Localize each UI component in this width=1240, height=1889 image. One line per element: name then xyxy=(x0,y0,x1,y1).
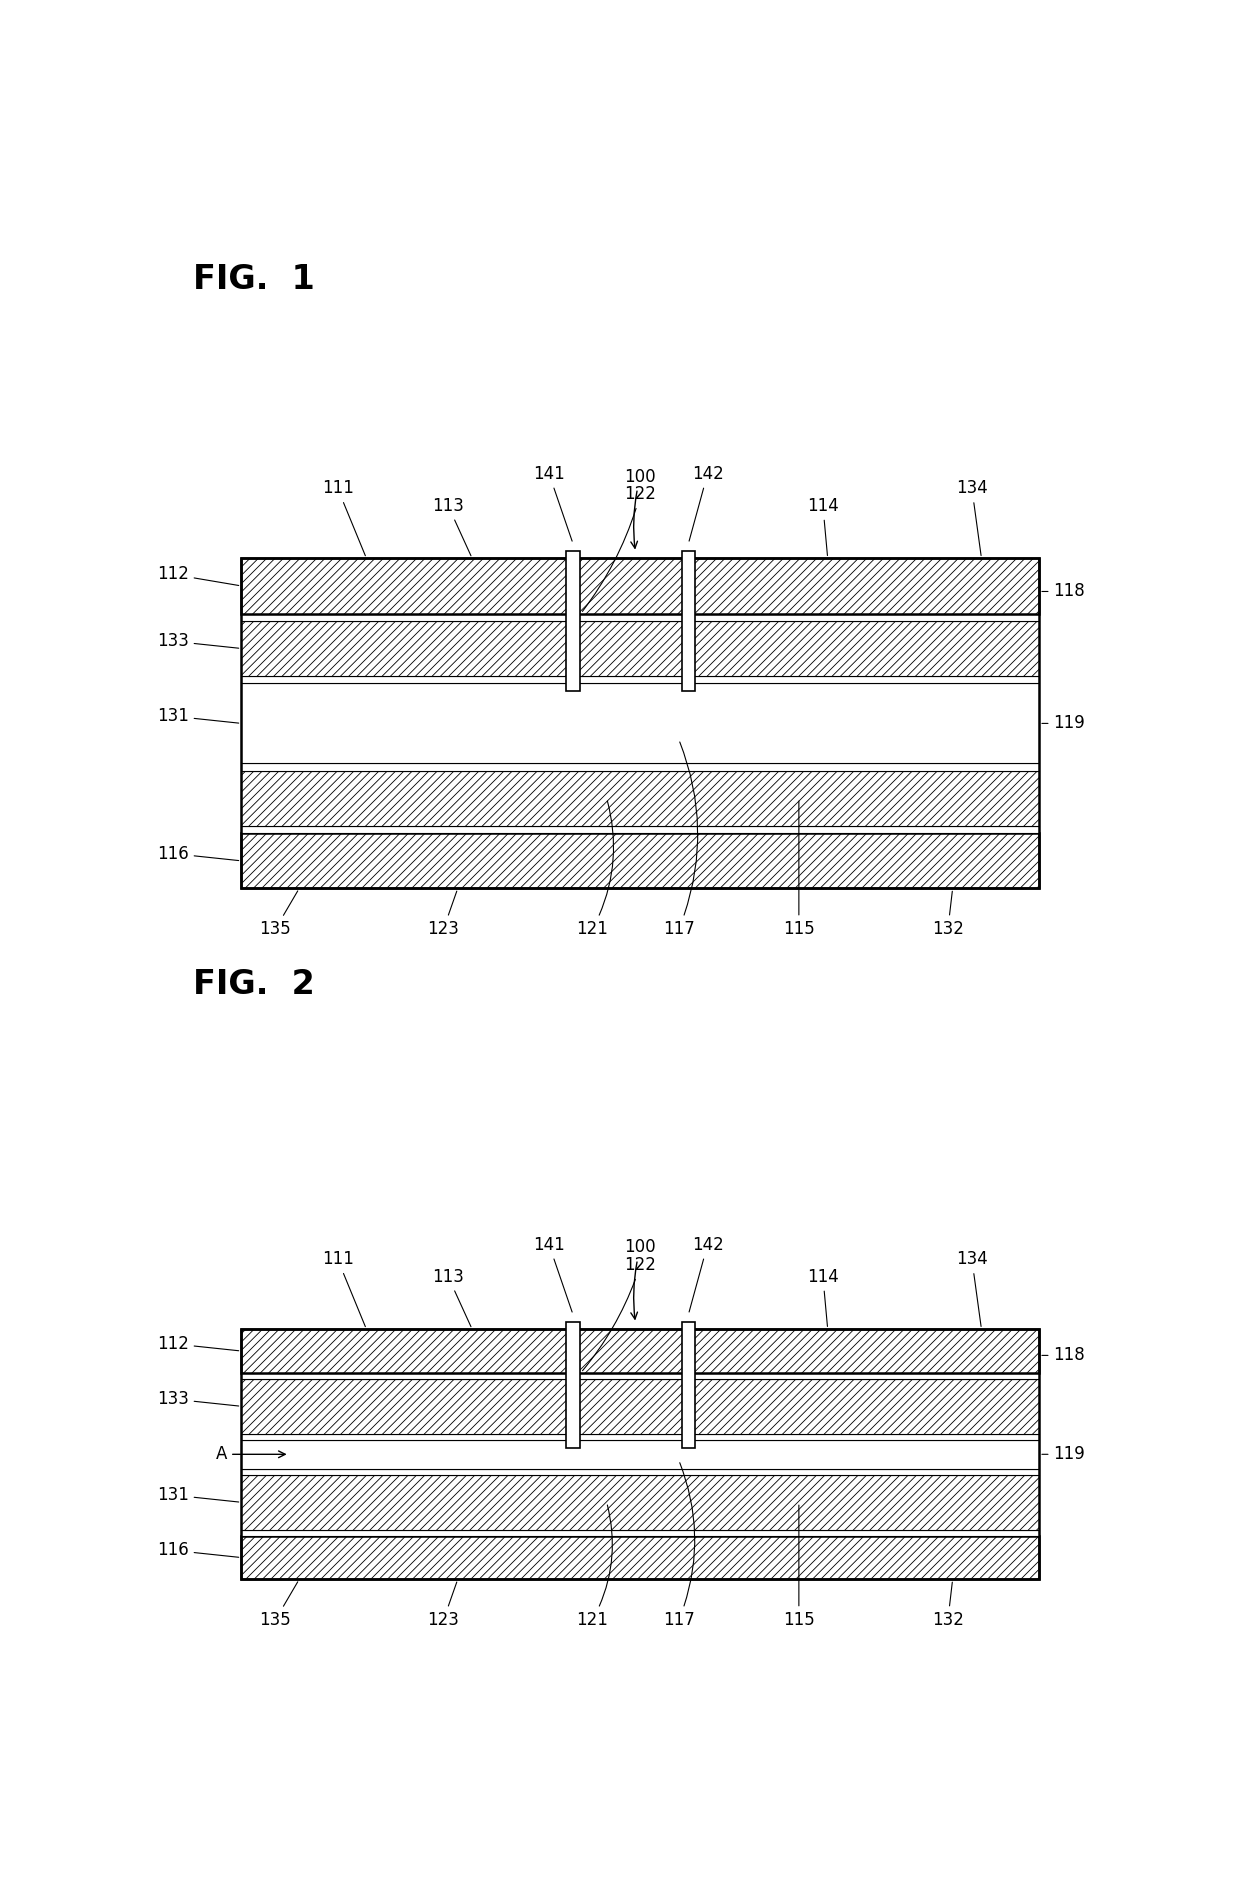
Text: 114: 114 xyxy=(807,497,838,555)
Bar xyxy=(242,621,1039,676)
Bar xyxy=(567,1322,580,1449)
Text: 133: 133 xyxy=(156,633,239,650)
Bar xyxy=(242,1373,1039,1379)
Text: 113: 113 xyxy=(433,497,471,555)
Text: 135: 135 xyxy=(259,892,298,939)
Bar xyxy=(242,1330,1039,1373)
Text: 115: 115 xyxy=(782,801,815,939)
Bar xyxy=(242,1530,1039,1536)
Text: 141: 141 xyxy=(533,1235,572,1313)
Bar xyxy=(242,614,1039,621)
Text: 132: 132 xyxy=(932,892,963,939)
Bar xyxy=(242,676,1039,684)
Bar xyxy=(242,1379,1039,1434)
Bar xyxy=(242,1470,1039,1475)
Text: 112: 112 xyxy=(156,565,239,586)
Bar xyxy=(242,1330,1039,1579)
Bar xyxy=(242,771,1039,825)
Text: FIG.  2: FIG. 2 xyxy=(193,969,315,1001)
Text: 142: 142 xyxy=(689,1235,723,1313)
Bar xyxy=(682,552,696,691)
Bar xyxy=(242,825,1039,833)
Text: 135: 135 xyxy=(259,1581,298,1630)
Text: 134: 134 xyxy=(956,480,988,555)
Text: 112: 112 xyxy=(156,1336,239,1353)
Text: 115: 115 xyxy=(782,1506,815,1630)
Bar xyxy=(242,1434,1039,1439)
Text: 111: 111 xyxy=(321,1251,366,1326)
Text: 122: 122 xyxy=(583,1256,656,1371)
Text: 123: 123 xyxy=(428,892,459,939)
Text: 132: 132 xyxy=(932,1583,963,1630)
Text: 131: 131 xyxy=(156,1487,239,1504)
Text: 122: 122 xyxy=(583,485,656,612)
Text: 114: 114 xyxy=(807,1268,838,1326)
Bar xyxy=(567,552,580,691)
Text: 113: 113 xyxy=(433,1268,471,1326)
Bar xyxy=(242,684,1039,763)
Text: 118: 118 xyxy=(1042,582,1085,601)
Bar xyxy=(242,559,1039,614)
Text: 117: 117 xyxy=(663,742,698,939)
Text: 117: 117 xyxy=(663,1462,694,1630)
Text: 131: 131 xyxy=(156,706,239,725)
Text: 121: 121 xyxy=(577,1506,613,1630)
Bar xyxy=(242,1439,1039,1470)
Text: 119: 119 xyxy=(1042,714,1085,733)
Bar xyxy=(242,1475,1039,1530)
Text: 116: 116 xyxy=(157,844,239,863)
Bar xyxy=(682,1322,696,1449)
Text: 123: 123 xyxy=(428,1581,459,1630)
Text: 100: 100 xyxy=(625,468,656,548)
Text: 134: 134 xyxy=(956,1251,988,1326)
Text: 100: 100 xyxy=(625,1239,656,1319)
Text: 111: 111 xyxy=(321,480,366,555)
Text: 118: 118 xyxy=(1042,1347,1085,1364)
Text: 133: 133 xyxy=(156,1390,239,1407)
Text: 119: 119 xyxy=(1042,1445,1085,1464)
Text: 116: 116 xyxy=(157,1541,239,1558)
Text: 141: 141 xyxy=(533,465,572,540)
Bar xyxy=(242,763,1039,771)
Text: 142: 142 xyxy=(689,465,723,540)
Text: FIG.  1: FIG. 1 xyxy=(193,263,315,297)
Bar xyxy=(242,1536,1039,1579)
Bar xyxy=(242,833,1039,888)
Bar xyxy=(242,559,1039,888)
Text: A: A xyxy=(216,1445,285,1464)
Text: 121: 121 xyxy=(577,801,614,939)
